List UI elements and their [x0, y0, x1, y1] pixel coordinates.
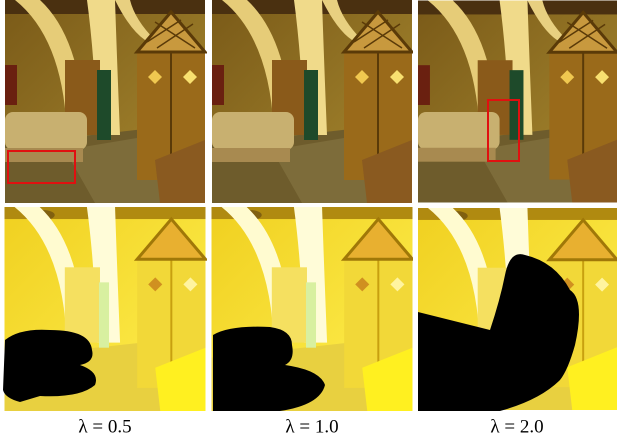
- caption: λ = 2.0: [490, 416, 543, 437]
- panel-bottom-2: [211, 207, 413, 411]
- panel-bottom-3: [418, 207, 617, 411]
- panel-top-2: [211, 0, 413, 203]
- caption: λ = 1.0: [285, 416, 338, 437]
- caption: λ = 0.5: [78, 416, 131, 437]
- panel-bottom-1: [3, 207, 207, 411]
- panel-top-1: [3, 0, 207, 203]
- panel-top-3: [418, 0, 617, 203]
